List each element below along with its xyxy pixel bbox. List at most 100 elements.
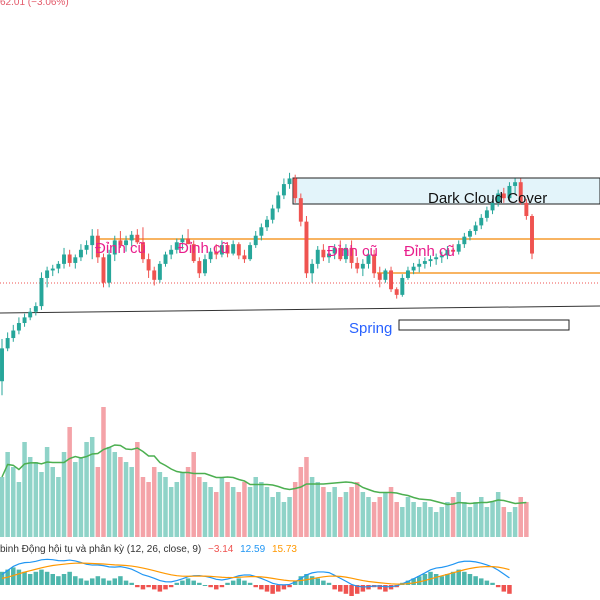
candle-body (5, 338, 10, 349)
macd-hist-bar (106, 580, 112, 585)
candle-body (95, 235, 100, 258)
macd-hist-bar (73, 576, 78, 585)
macd-hist-bar (22, 571, 27, 585)
candle-body (372, 254, 377, 274)
volume-bar (338, 497, 343, 537)
volume-bar (433, 512, 439, 537)
macd-hist-bar (208, 585, 213, 588)
candle-body (214, 251, 219, 255)
volume-bar (219, 477, 225, 537)
macd-hist-bar (281, 585, 287, 590)
old-top-label-3: Đỉnh cũ (327, 243, 378, 260)
macd-hist-bar (95, 576, 101, 585)
candle-body (129, 234, 134, 241)
candle-body (518, 182, 523, 203)
volume-bar (89, 437, 95, 537)
macd-title: binh Động hội tụ và phân kỳ (12, 26, clo… (0, 544, 202, 555)
candle-body (112, 240, 117, 255)
volume-bar (208, 487, 213, 537)
macd-hist-bar (123, 580, 129, 585)
candle-body (163, 254, 168, 264)
candle-body (231, 244, 236, 254)
candle-body (389, 270, 394, 290)
candle-body (473, 225, 478, 232)
candle-body (394, 289, 399, 295)
volume-bar (225, 482, 230, 537)
macd-hist-bar (185, 578, 191, 585)
volume-bar (479, 497, 484, 537)
candle-body (360, 263, 365, 269)
volume-bar (462, 502, 467, 537)
volume-bar (332, 487, 337, 537)
volume-bar (507, 512, 512, 537)
volume-bar (524, 502, 529, 537)
macd-hist-bar (259, 585, 264, 590)
volume-bar (411, 502, 416, 537)
old-top-label-2: Đỉnh cũ (178, 240, 229, 257)
candle-body (321, 249, 326, 258)
macd-hist-bar (416, 576, 422, 585)
volume-bar (264, 487, 270, 537)
spring-zone (398, 319, 570, 331)
macd-legend: binh Động hội tụ và phân kỳ (12, 26, clo… (0, 544, 297, 555)
macd-hist-bar (146, 585, 151, 588)
volume-bar (394, 502, 399, 537)
candle-body (152, 270, 157, 280)
volume-bar (512, 507, 518, 537)
candle-body (225, 245, 230, 254)
volume-bar (22, 442, 27, 537)
volume-bar (326, 492, 332, 537)
candle-body (73, 257, 78, 263)
candle-body (135, 234, 140, 243)
macd-hist-bar (225, 582, 230, 585)
candle-body (428, 259, 433, 262)
candle-body (118, 240, 123, 246)
macd-hist-bar (405, 580, 411, 585)
old-top-label-4: Đỉnh cũ (404, 243, 455, 260)
candle-body (16, 323, 21, 331)
macd-hist-bar (411, 578, 416, 585)
macd-hist-bar (16, 569, 22, 585)
volume-bar (236, 492, 242, 537)
volume-bar (61, 452, 67, 537)
candle-body (84, 245, 89, 250)
candle-body (462, 236, 467, 245)
candle-body (174, 242, 179, 250)
volume-bar (112, 452, 118, 537)
candle-body (327, 253, 331, 258)
volume-bar (123, 462, 129, 537)
macd-hist-bar (332, 585, 337, 590)
macd-hist-bar (50, 574, 55, 585)
candle-body (236, 244, 241, 256)
volume-bar (439, 507, 445, 537)
volume-bar (67, 427, 72, 537)
candle-body (101, 257, 106, 283)
macd-hist-bar (135, 585, 140, 588)
volume-ma-line (1, 444, 527, 506)
candle-body (62, 254, 66, 264)
macd-hist-bar (270, 585, 275, 594)
volume-bar (292, 482, 298, 537)
macd-hist-bar (151, 585, 157, 590)
macd-hist-bar (39, 569, 44, 585)
volume-bar (16, 482, 22, 537)
macd-hist-bar (343, 585, 349, 594)
volume-bar (270, 497, 275, 537)
macd-hist-bar (479, 578, 484, 585)
macd-hist-bar (354, 585, 360, 594)
volume-bar (44, 447, 50, 537)
volume-bar (309, 477, 315, 537)
volume-bar (445, 502, 450, 537)
candle-body (287, 178, 292, 185)
volume-bar (388, 487, 394, 537)
macd-value: 12.59 (240, 544, 266, 555)
volume-bar (400, 507, 405, 537)
candle-body (507, 185, 512, 199)
candle-body (484, 210, 489, 218)
candles (0, 172, 534, 396)
volume-bar (315, 482, 320, 537)
macd-hist-bar (61, 574, 67, 585)
volume-bar (450, 497, 456, 537)
candle-body (349, 247, 354, 263)
volume-bar (129, 467, 134, 537)
